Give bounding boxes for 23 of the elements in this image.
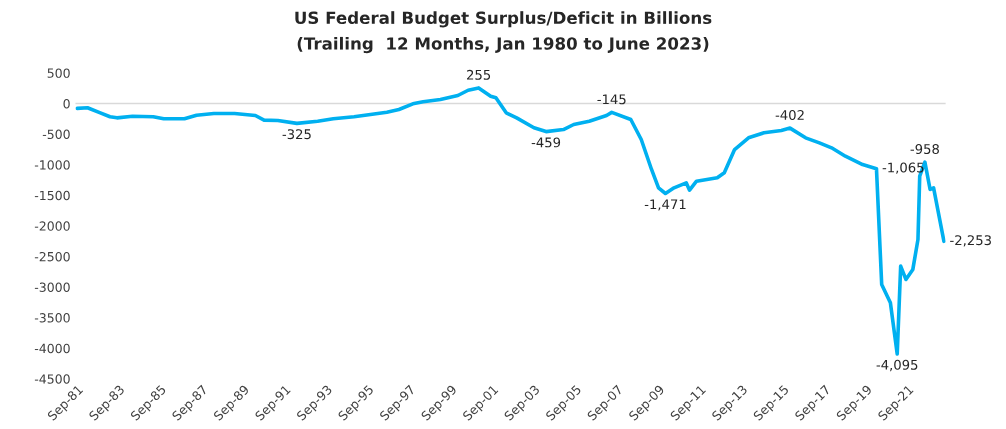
y-tick-label: -1000 — [34, 160, 70, 170]
y-tick-label: -500 — [42, 129, 70, 140]
y-tick-label: 500 — [47, 68, 70, 78]
annotation: -4,095 — [876, 359, 918, 372]
annotation: -459 — [531, 137, 561, 148]
y-tick-label: -4000 — [34, 343, 70, 354]
annotation: -2,253 — [950, 235, 991, 247]
chart-title: US Federal Budget Surplus/Deficit in Billions — [295, 11, 712, 28]
y-tick-label: -4500 — [34, 374, 70, 384]
y-tick-label: 0 — [63, 98, 70, 109]
annotation: -325 — [282, 129, 311, 140]
chart-subtitle: (Trailing 12 Months, Jan 1980 to June 2023) — [297, 36, 709, 54]
y-tick-label: -1500 — [34, 190, 70, 201]
y-tick-label: -2500 — [34, 251, 70, 262]
annotation: -402 — [775, 110, 804, 120]
annotation: 255 — [467, 69, 491, 80]
annotation: -1,471 — [644, 199, 686, 211]
y-tick-label: -3000 — [34, 282, 70, 292]
line-series — [75, 86, 946, 356]
y-tick-label: -3500 — [34, 313, 70, 323]
annotation: -145 — [597, 94, 626, 105]
y-tick-label: -2000 — [34, 221, 70, 231]
annotation: -958 — [910, 144, 939, 155]
